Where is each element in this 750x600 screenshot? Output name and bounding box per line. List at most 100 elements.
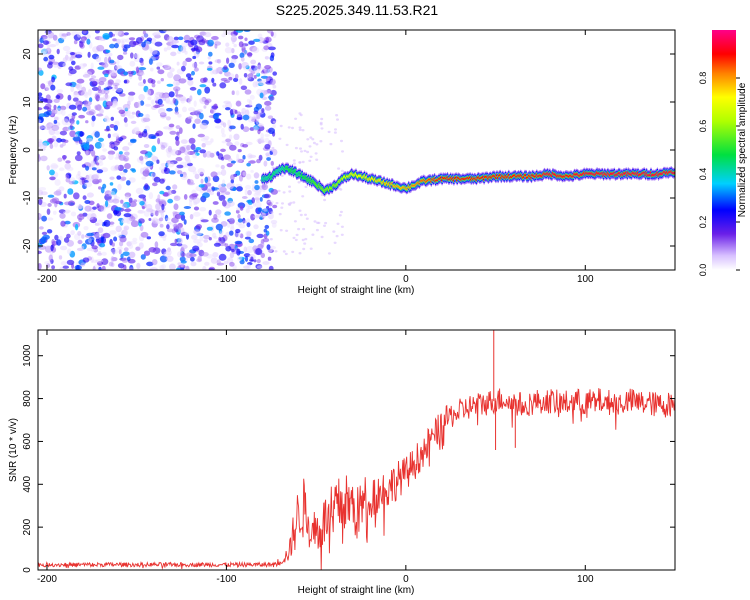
noise-blob	[263, 160, 268, 167]
noise-blob	[48, 254, 53, 262]
noise-blob	[257, 138, 262, 144]
noise-blob	[335, 114, 339, 117]
noise-blob	[109, 176, 115, 180]
noise-blob	[272, 71, 278, 76]
noise-blob	[193, 201, 198, 206]
noise-blob	[40, 83, 46, 90]
noise-blob	[192, 62, 198, 68]
noise-blob	[211, 187, 220, 191]
noise-blob	[113, 210, 119, 215]
noise-blob	[168, 170, 176, 175]
noise-blob	[127, 258, 136, 264]
y-tick-label: 0	[22, 147, 33, 153]
noise-blob	[265, 152, 270, 157]
noise-blob	[184, 231, 190, 235]
noise-blob	[185, 265, 190, 270]
noise-blob	[148, 218, 152, 221]
noise-blob	[173, 36, 179, 41]
noise-blob	[297, 227, 301, 231]
noise-blob	[72, 97, 79, 102]
noise-blob	[86, 213, 94, 221]
noise-blob	[161, 263, 167, 270]
noise-blob	[51, 124, 60, 131]
noise-blob	[58, 255, 63, 260]
noise-blob	[199, 149, 207, 154]
noise-blob	[272, 204, 278, 209]
noise-blob	[167, 189, 173, 195]
noise-blob	[102, 33, 110, 40]
noise-blob	[98, 266, 102, 270]
noise-blob	[52, 210, 57, 215]
noise-blob	[123, 71, 129, 76]
noise-blob	[306, 138, 310, 141]
noise-blob	[59, 105, 67, 111]
noise-blob	[315, 143, 319, 146]
noise-blob	[309, 136, 313, 139]
noise-blob	[204, 31, 212, 38]
noise-blob	[269, 55, 275, 62]
noise-blob	[48, 61, 53, 65]
noise-blob	[88, 238, 92, 244]
noise-blob	[253, 192, 261, 197]
noise-blob	[49, 176, 56, 181]
noise-blob	[124, 109, 131, 117]
noise-blob	[292, 236, 296, 240]
noise-blob	[277, 189, 281, 193]
noise-blob	[244, 89, 252, 95]
noise-blob	[175, 157, 183, 162]
noise-blob	[45, 94, 51, 100]
noise-blob	[228, 76, 233, 81]
noise-blob	[226, 57, 230, 64]
noise-blob	[180, 262, 184, 268]
noise-blob	[235, 90, 240, 96]
noise-blob	[213, 103, 218, 111]
noise-blob	[133, 126, 140, 132]
noise-blob	[79, 131, 84, 137]
bottom-y-axis: 0 200 400 600 800 1000	[22, 344, 675, 573]
noise-blob	[240, 123, 244, 130]
noise-blob	[60, 220, 66, 227]
noise-blob	[118, 249, 122, 255]
noise-blob	[175, 139, 180, 146]
noise-blob	[152, 32, 161, 37]
noise-blob	[176, 164, 184, 169]
noise-blob	[313, 220, 317, 223]
noise-blob	[249, 94, 255, 100]
noise-blob	[319, 140, 323, 143]
noise-blob	[205, 151, 212, 158]
noise-blob	[156, 62, 163, 67]
noise-blob	[159, 255, 168, 263]
noise-blob	[114, 206, 122, 212]
noise-blob	[267, 115, 274, 119]
noise-blob	[154, 241, 159, 249]
noise-blob	[167, 247, 171, 253]
noise-blob	[115, 65, 121, 70]
noise-blob	[174, 106, 179, 113]
noise-blob	[79, 41, 84, 48]
noise-blob	[270, 211, 274, 214]
noise-blob	[193, 67, 199, 72]
noise-blob	[194, 152, 200, 156]
noise-blob	[267, 256, 272, 261]
noise-blob	[89, 216, 96, 223]
noise-blob	[59, 144, 64, 148]
noise-blob	[219, 231, 223, 238]
noise-blob	[42, 51, 47, 57]
noise-blob	[315, 228, 319, 232]
noise-blob	[38, 141, 44, 148]
noise-blob	[268, 265, 274, 270]
noise-blob	[193, 206, 200, 211]
noise-blob	[185, 57, 192, 62]
noise-blob	[245, 184, 252, 190]
noise-blob	[120, 199, 124, 204]
noise-blob	[140, 150, 148, 155]
noise-blob	[90, 160, 96, 166]
signal-track	[261, 162, 675, 197]
noise-blob	[165, 100, 174, 105]
noise-blob	[165, 217, 171, 221]
noise-blob	[60, 261, 67, 266]
noise-blob	[124, 195, 130, 200]
noise-blob	[305, 217, 309, 220]
noise-blob	[89, 78, 95, 82]
